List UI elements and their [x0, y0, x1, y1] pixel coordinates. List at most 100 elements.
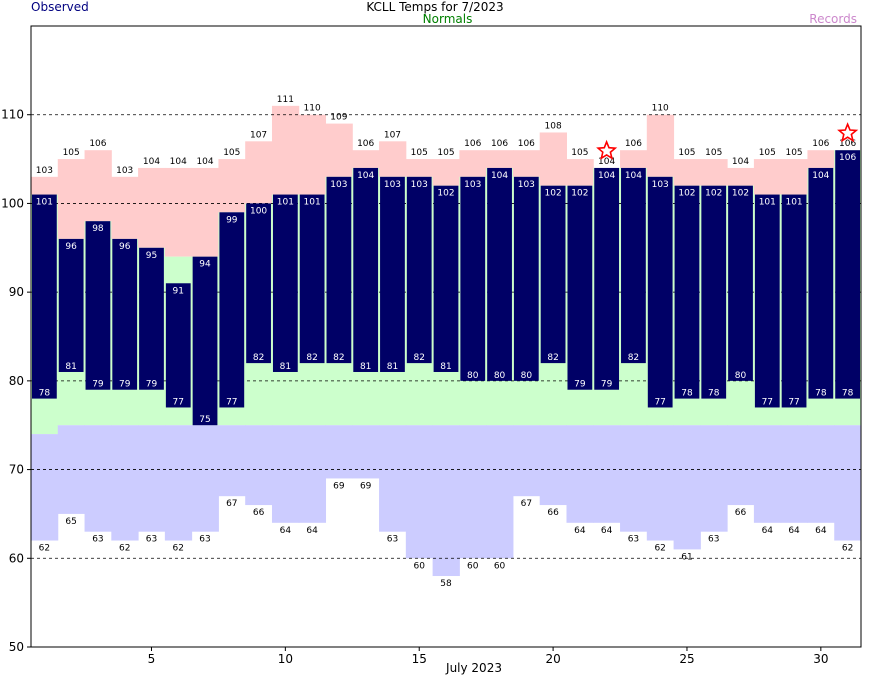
- record-low-label: 64: [601, 526, 613, 536]
- record-high-band: [620, 150, 648, 168]
- record-high-label: 111: [277, 95, 294, 105]
- record-high-band: [298, 114, 327, 195]
- observed-high-label: 102: [678, 189, 695, 199]
- observed-low-label: 80: [521, 371, 533, 381]
- observed-low-label: 81: [440, 362, 451, 372]
- observed-low-label: 79: [92, 380, 104, 390]
- record-high-label: 106: [464, 139, 481, 149]
- record-low-label: 63: [92, 535, 103, 545]
- record-high-band: [379, 141, 407, 177]
- record-high-band: [271, 105, 300, 195]
- plot-frame: [30, 25, 862, 648]
- observed-bar: [32, 194, 57, 399]
- observed-bar: [406, 176, 432, 364]
- record-low-label: 63: [628, 535, 639, 545]
- record-low-band: [352, 425, 380, 479]
- observed-bar: [165, 283, 191, 408]
- record-high-band: [727, 167, 755, 186]
- record-low-band: [138, 425, 166, 532]
- record-low-band: [271, 425, 300, 523]
- record-low-label: 69: [360, 481, 372, 491]
- record-low-band: [753, 425, 782, 523]
- x-axis-label: July 2023: [445, 661, 502, 675]
- observed-high-label: 94: [199, 260, 211, 270]
- record-star-icon: [596, 139, 618, 160]
- observed-bar: [754, 194, 780, 408]
- observed-high-label: 104: [598, 171, 615, 181]
- observed-bar: [835, 150, 860, 399]
- record-high-label: 110: [304, 104, 321, 114]
- record-high-band: [432, 159, 460, 186]
- record-high-band: [111, 176, 139, 239]
- observed-high-label: 106: [839, 153, 856, 163]
- record-high-label: 104: [598, 157, 615, 167]
- observed-high-label: 102: [437, 189, 454, 199]
- record-high-label: 106: [89, 139, 106, 149]
- observed-bar: [299, 194, 325, 364]
- observed-bar: [433, 185, 459, 372]
- observed-low-label: 82: [413, 353, 424, 363]
- observed-bar: [380, 176, 405, 372]
- record-low-band: [432, 425, 460, 577]
- record-low-label: 58: [440, 579, 452, 589]
- observed-high-label: 104: [625, 171, 642, 181]
- record-low-label: 62: [173, 544, 184, 554]
- y-tick-label: 90: [9, 285, 24, 299]
- observed-bar: [808, 167, 834, 399]
- record-high-band: [673, 159, 701, 186]
- observed-high-label: 101: [277, 198, 294, 208]
- record-low-label: 63: [387, 535, 398, 545]
- observed-low-label: 77: [654, 397, 665, 407]
- record-low-band: [486, 425, 514, 559]
- record-high-label: 104: [196, 157, 213, 167]
- record-high-label: 106: [839, 139, 856, 149]
- observed-bar: [647, 176, 673, 408]
- record-low-band: [245, 425, 273, 506]
- record-low-label: 62: [842, 544, 853, 554]
- observed-high-label: 96: [65, 242, 77, 252]
- record-low-label: 60: [467, 561, 479, 571]
- record-high-band: [780, 159, 808, 195]
- observed-high-label: 101: [304, 198, 321, 208]
- record-low-band: [780, 425, 808, 523]
- record-low-label: 61: [681, 552, 692, 562]
- observed-low-label: 78: [842, 389, 854, 399]
- record-low-label: 66: [547, 508, 559, 518]
- observed-low-label: 78: [39, 389, 51, 399]
- record-high-band: [807, 150, 835, 168]
- observed-low-label: 77: [788, 397, 799, 407]
- observed-bar: [219, 212, 245, 408]
- legend-normals: Normals: [422, 12, 473, 26]
- x-tick-label: 5: [148, 652, 156, 666]
- observed-bar: [540, 185, 566, 364]
- y-tick-label: 80: [9, 374, 24, 388]
- observed-high-label: 102: [545, 189, 562, 199]
- observed-bar: [621, 167, 646, 364]
- record-high-band: [138, 167, 166, 248]
- observed-low-label: 75: [199, 415, 210, 425]
- record-high-band: [486, 150, 514, 168]
- observed-high-label: 102: [705, 189, 722, 199]
- record-high-band: [753, 159, 782, 195]
- x-tick-label: 15: [412, 652, 427, 666]
- record-high-band: [164, 167, 193, 257]
- observed-low-label: 78: [681, 389, 693, 399]
- record-star-icon: [837, 122, 859, 143]
- observed-low-label: 80: [735, 371, 747, 381]
- record-low-band: [218, 425, 246, 497]
- record-high-band: [512, 150, 541, 177]
- observed-bar: [728, 185, 753, 381]
- record-high-band: [700, 159, 728, 186]
- observed-high-label: 99: [226, 215, 238, 225]
- observed-low-label: 82: [333, 353, 344, 363]
- record-low-label: 64: [788, 526, 800, 536]
- observed-bar: [272, 194, 298, 372]
- record-high-band: [245, 141, 273, 204]
- record-low-label: 62: [654, 544, 665, 554]
- record-low-band: [539, 425, 567, 506]
- record-low-label: 63: [199, 535, 210, 545]
- record-low-band: [164, 425, 193, 541]
- record-high-label: 106: [357, 139, 374, 149]
- observed-low-label: 79: [119, 380, 131, 390]
- record-low-label: 60: [494, 561, 506, 571]
